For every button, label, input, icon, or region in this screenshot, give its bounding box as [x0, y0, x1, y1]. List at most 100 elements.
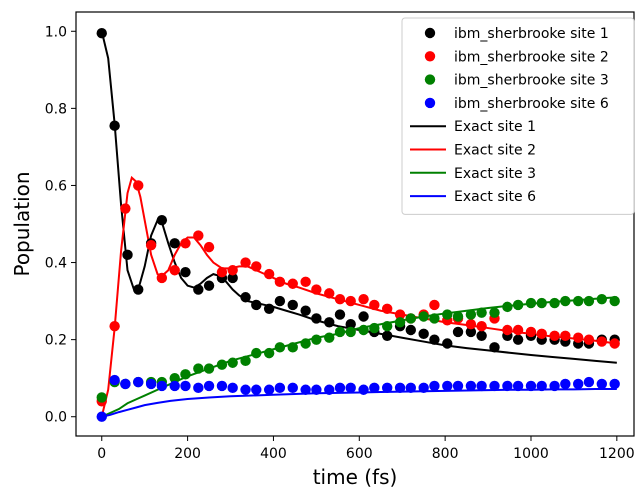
point-ibm-sherbrooke-site-3 [418, 311, 429, 322]
point-ibm-sherbrooke-site-1 [405, 324, 416, 336]
legend-item-exact-site-1: Exact site 1 [410, 119, 536, 135]
point-ibm-sherbrooke-site-2 [381, 303, 393, 314]
y-tick-label: 0.4 [45, 256, 67, 272]
point-ibm-sherbrooke-site-6 [274, 382, 286, 394]
point-ibm-sherbrooke-site-6 [512, 380, 524, 392]
legend-item-ibm-sherbrooke-site-1: ibm_sherbrooke site 1 [424, 26, 609, 42]
point-ibm-sherbrooke-site-2 [193, 230, 204, 241]
point-ibm-sherbrooke-site-6 [251, 384, 262, 395]
point-ibm-sherbrooke-site-3 [311, 334, 322, 345]
point-ibm-sherbrooke-site-1 [122, 249, 133, 261]
point-ibm-sherbrooke-site-1 [489, 342, 500, 353]
point-ibm-sherbrooke-site-1 [452, 326, 464, 338]
point-ibm-sherbrooke-site-1 [96, 28, 107, 39]
point-ibm-sherbrooke-site-3 [512, 299, 524, 311]
point-ibm-sherbrooke-site-6 [525, 380, 537, 392]
point-ibm-sherbrooke-site-6 [381, 382, 393, 394]
point-ibm-sherbrooke-site-2 [345, 295, 356, 307]
legend-item-ibm-sherbrooke-site-2: ibm_sherbrooke site 2 [424, 49, 609, 65]
point-ibm-sherbrooke-site-1 [476, 330, 487, 341]
point-ibm-sherbrooke-site-1 [227, 272, 238, 284]
point-ibm-sherbrooke-site-3 [452, 311, 464, 322]
point-ibm-sherbrooke-site-3 [560, 295, 571, 307]
y-axis-title: Population [10, 171, 34, 276]
point-ibm-sherbrooke-site-3 [216, 359, 228, 370]
point-ibm-sherbrooke-site-2 [429, 299, 440, 311]
x-tick-label: 800 [432, 446, 459, 462]
point-ibm-sherbrooke-site-1 [418, 328, 429, 340]
point-ibm-sherbrooke-site-3 [334, 326, 346, 338]
point-ibm-sherbrooke-site-3 [251, 347, 262, 359]
x-axis-title: time (fs) [313, 465, 398, 489]
y-tick-label: 0.6 [45, 178, 67, 194]
point-ibm-sherbrooke-site-3 [300, 338, 311, 349]
legend-item-ibm-sherbrooke-site-3: ibm_sherbrooke site 3 [424, 73, 609, 89]
series-ibm-sherbrooke-site-6 [96, 374, 620, 422]
point-ibm-sherbrooke-site-6 [596, 378, 608, 390]
point-ibm-sherbrooke-site-1 [274, 295, 286, 307]
point-ibm-sherbrooke-site-2 [512, 324, 524, 336]
point-ibm-sherbrooke-site-6 [549, 380, 560, 392]
point-ibm-sherbrooke-site-3 [345, 326, 356, 338]
point-ibm-sherbrooke-site-2 [216, 266, 228, 278]
legend-marker [424, 74, 436, 85]
legend-marker [424, 51, 436, 62]
point-ibm-sherbrooke-site-2 [109, 320, 120, 332]
point-ibm-sherbrooke-site-6 [418, 382, 429, 394]
point-ibm-sherbrooke-site-6 [263, 384, 275, 395]
point-ibm-sherbrooke-site-2 [369, 299, 380, 311]
legend-marker [424, 97, 436, 109]
legend-label: ibm_sherbrooke site 1 [454, 26, 609, 42]
point-ibm-sherbrooke-site-6 [133, 376, 144, 388]
point-ibm-sherbrooke-site-1 [381, 330, 393, 341]
legend-label: ibm_sherbrooke site 2 [454, 49, 609, 65]
point-ibm-sherbrooke-site-6 [502, 380, 513, 392]
chart-legend: ibm_sherbrooke site 1 ibm_sherbrooke site… [401, 17, 635, 215]
point-ibm-sherbrooke-site-6 [96, 411, 107, 422]
point-ibm-sherbrooke-site-1 [324, 317, 335, 328]
point-ibm-sherbrooke-site-6 [536, 380, 547, 392]
point-ibm-sherbrooke-site-6 [145, 378, 157, 390]
point-ibm-sherbrooke-site-6 [476, 380, 487, 392]
point-ibm-sherbrooke-site-1 [358, 311, 369, 322]
point-ibm-sherbrooke-site-6 [405, 382, 416, 394]
legend-label: Exact site 6 [454, 189, 536, 205]
point-ibm-sherbrooke-site-3 [525, 297, 537, 309]
series-ibm-sherbrooke-site-2 [96, 180, 620, 407]
point-ibm-sherbrooke-site-6 [120, 378, 131, 390]
point-ibm-sherbrooke-site-3 [549, 297, 560, 309]
point-ibm-sherbrooke-site-1 [334, 309, 346, 320]
point-ibm-sherbrooke-site-3 [489, 307, 500, 318]
point-ibm-sherbrooke-site-3 [573, 295, 584, 307]
point-ibm-sherbrooke-site-2 [203, 241, 215, 253]
point-ibm-sherbrooke-site-3 [536, 297, 547, 309]
point-ibm-sherbrooke-site-6 [311, 384, 322, 395]
x-tick-label: 400 [260, 446, 287, 462]
point-ibm-sherbrooke-site-6 [240, 384, 251, 395]
point-ibm-sherbrooke-site-1 [345, 319, 356, 330]
point-ibm-sherbrooke-site-3 [263, 347, 275, 359]
point-ibm-sherbrooke-site-1 [465, 326, 477, 338]
x-tick-label: 1200 [599, 446, 635, 462]
point-ibm-sherbrooke-site-1 [311, 313, 322, 324]
y-tick-label: 0.2 [45, 333, 67, 349]
x-tick-label: 1000 [513, 446, 549, 462]
point-ibm-sherbrooke-site-6 [324, 384, 335, 395]
point-ibm-sherbrooke-site-3 [96, 392, 107, 403]
point-ibm-sherbrooke-site-6 [358, 384, 369, 395]
legend-box [401, 17, 635, 215]
point-ibm-sherbrooke-site-2 [583, 334, 595, 345]
x-tick-label: 0 [97, 446, 106, 462]
point-ibm-sherbrooke-site-3 [193, 363, 204, 374]
point-ibm-sherbrooke-site-2 [240, 257, 251, 268]
point-ibm-sherbrooke-site-1 [156, 214, 168, 226]
point-ibm-sherbrooke-site-6 [169, 380, 180, 392]
point-ibm-sherbrooke-site-2 [180, 238, 191, 249]
point-ibm-sherbrooke-site-6 [394, 382, 406, 394]
point-ibm-sherbrooke-site-6 [227, 382, 238, 394]
legend-item-exact-site-2: Exact site 2 [410, 143, 536, 159]
point-ibm-sherbrooke-site-6 [216, 380, 228, 392]
point-ibm-sherbrooke-site-6 [203, 380, 215, 392]
point-ibm-sherbrooke-site-1 [169, 238, 180, 249]
x-tick-label: 200 [174, 446, 201, 462]
